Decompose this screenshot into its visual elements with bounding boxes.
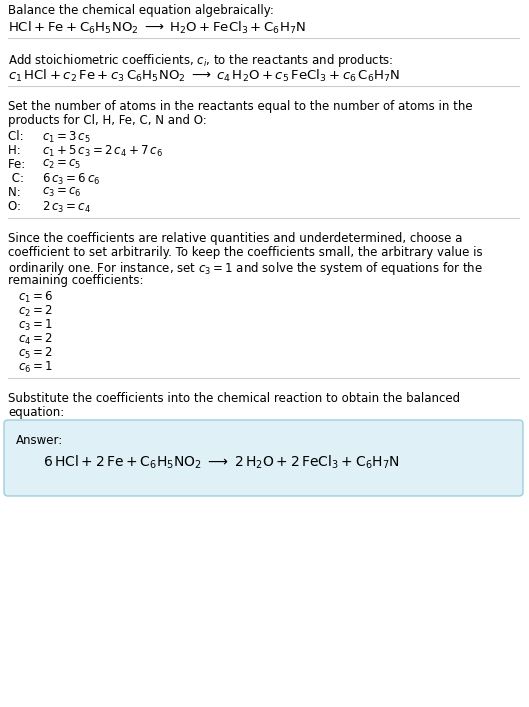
Text: $c_1 + 5\,c_3 = 2\,c_4 + 7\,c_6$: $c_1 + 5\,c_3 = 2\,c_4 + 7\,c_6$ [42, 144, 163, 159]
Text: $c_1\,\mathrm{HCl} + c_2\,\mathrm{Fe} + c_3\,\mathrm{C_6H_5NO_2} \;\longrightarr: $c_1\,\mathrm{HCl} + c_2\,\mathrm{Fe} + … [8, 68, 400, 84]
Text: $c_6 = 1$: $c_6 = 1$ [18, 360, 53, 375]
Text: Fe:: Fe: [8, 158, 33, 171]
Text: $6\,c_3 = 6\,c_6$: $6\,c_3 = 6\,c_6$ [42, 172, 101, 187]
FancyBboxPatch shape [4, 420, 523, 496]
Text: $c_1 = 3\,c_5$: $c_1 = 3\,c_5$ [42, 130, 91, 145]
Text: $c_2 = 2$: $c_2 = 2$ [18, 304, 53, 319]
Text: ordinarily one. For instance, set $c_3 = 1$ and solve the system of equations fo: ordinarily one. For instance, set $c_3 =… [8, 260, 483, 277]
Text: Substitute the coefficients into the chemical reaction to obtain the balanced: Substitute the coefficients into the che… [8, 392, 460, 405]
Text: O:: O: [8, 200, 29, 213]
Text: $c_4 = 2$: $c_4 = 2$ [18, 332, 53, 347]
Text: Set the number of atoms in the reactants equal to the number of atoms in the: Set the number of atoms in the reactants… [8, 100, 472, 113]
Text: products for Cl, H, Fe, C, N and O:: products for Cl, H, Fe, C, N and O: [8, 114, 207, 127]
Text: H:: H: [8, 144, 28, 157]
Text: $6\,\mathrm{HCl} + 2\,\mathrm{Fe} + \mathrm{C_6H_5NO_2} \;\longrightarrow\; 2\,\: $6\,\mathrm{HCl} + 2\,\mathrm{Fe} + \mat… [43, 454, 400, 472]
Text: $c_5 = 2$: $c_5 = 2$ [18, 346, 53, 361]
Text: remaining coefficients:: remaining coefficients: [8, 274, 143, 287]
Text: $c_1 = 6$: $c_1 = 6$ [18, 290, 53, 305]
Text: $c_3 = c_6$: $c_3 = c_6$ [42, 186, 81, 199]
Text: Answer:: Answer: [16, 434, 63, 447]
Text: Since the coefficients are relative quantities and underdetermined, choose a: Since the coefficients are relative quan… [8, 232, 462, 245]
Text: $c_2 = c_5$: $c_2 = c_5$ [42, 158, 81, 171]
Text: equation:: equation: [8, 406, 64, 419]
Text: C:: C: [8, 172, 32, 185]
Text: coefficient to set arbitrarily. To keep the coefficients small, the arbitrary va: coefficient to set arbitrarily. To keep … [8, 246, 482, 259]
Text: $2\,c_3 = c_4$: $2\,c_3 = c_4$ [42, 200, 91, 215]
Text: $c_3 = 1$: $c_3 = 1$ [18, 318, 53, 333]
Text: Balance the chemical equation algebraically:: Balance the chemical equation algebraica… [8, 4, 274, 17]
Text: Add stoichiometric coefficients, $c_i$, to the reactants and products:: Add stoichiometric coefficients, $c_i$, … [8, 52, 394, 69]
Text: N:: N: [8, 186, 28, 199]
Text: $\mathrm{HCl + Fe + C_6H_5NO_2 \;\longrightarrow\; H_2O + FeCl_3 + C_6H_7N}$: $\mathrm{HCl + Fe + C_6H_5NO_2 \;\longri… [8, 20, 306, 36]
Text: Cl:: Cl: [8, 130, 31, 143]
